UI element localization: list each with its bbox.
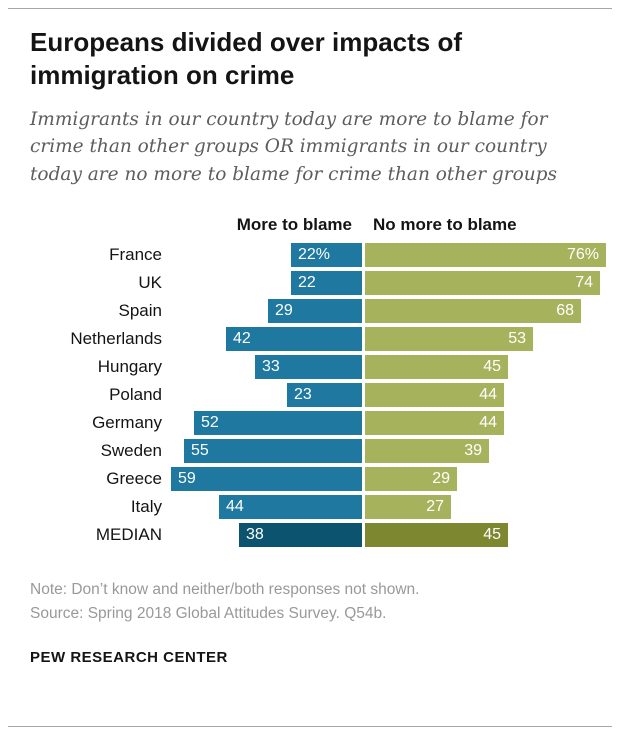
- bar-value-label: 22%: [298, 245, 331, 263]
- bar-value-label: 55: [191, 441, 209, 459]
- chart-row: Poland 23 44: [0, 382, 620, 407]
- country-label: Spain: [118, 300, 162, 320]
- chart-row: MEDIAN 38 45: [0, 522, 620, 547]
- bar-no-more-to-blame: 74: [365, 270, 600, 295]
- country-label: Italy: [130, 496, 162, 516]
- bar-value-label: 33: [262, 357, 280, 375]
- bar-value-label: 52: [201, 413, 219, 431]
- bar-no-more-to-blame: 44: [365, 410, 504, 435]
- bar-value-label: 68: [556, 301, 574, 319]
- bottom-spacer: [0, 666, 620, 726]
- bar-no-more-to-blame: 29: [365, 466, 457, 491]
- bar-value-label: 53: [508, 329, 526, 347]
- bar-value-label: 29: [432, 469, 450, 487]
- bar-more-to-blame: 29: [268, 298, 362, 323]
- country-label: Poland: [109, 384, 162, 404]
- chart-header-row: More to blame No more to blame: [0, 215, 620, 235]
- bar-value-label: 23: [294, 385, 312, 403]
- bottom-divider: [8, 726, 612, 727]
- bar-more-to-blame: 59: [171, 466, 362, 491]
- chart-row: Greece 59 29: [0, 466, 620, 491]
- bar-more-to-blame: 22%: [291, 242, 362, 267]
- chart-row: Sweden 55 39: [0, 438, 620, 463]
- chart-row: UK 22 74: [0, 270, 620, 295]
- bar-value-label: 76%: [566, 245, 599, 263]
- series-header-no-more-to-blame: No more to blame: [373, 214, 517, 234]
- chart-source: Source: Spring 2018 Global Attitudes Sur…: [30, 604, 387, 622]
- chart-row: Netherlands 42 53: [0, 326, 620, 351]
- bar-value-label: 59: [178, 469, 196, 487]
- country-label: Germany: [92, 412, 162, 432]
- chart-note: Note: Don’t know and neither/both respon…: [30, 580, 420, 598]
- chart-row: France 22% 76%: [0, 242, 620, 267]
- bar-no-more-to-blame: 39: [365, 438, 489, 463]
- bar-more-to-blame: 44: [219, 494, 362, 519]
- country-label: MEDIAN: [95, 524, 162, 544]
- country-label: UK: [138, 272, 162, 292]
- country-label: Sweden: [100, 440, 162, 460]
- bar-no-more-to-blame: 27: [365, 494, 451, 519]
- bar-no-more-to-blame: 45: [365, 354, 508, 379]
- country-label: France: [109, 244, 162, 264]
- bar-value-label: 44: [479, 413, 497, 431]
- bar-no-more-to-blame: 53: [365, 326, 533, 351]
- page-title: Europeans divided over impacts of immigr…: [30, 27, 462, 91]
- bar-more-to-blame: 55: [184, 438, 362, 463]
- chart-subtitle: Immigrants in our country today are more…: [30, 108, 557, 186]
- bar-value-label: 29: [275, 301, 293, 319]
- bar-value-label: 44: [226, 497, 244, 515]
- bar-value-label: 45: [483, 357, 501, 375]
- chart-row: Hungary 33 45: [0, 354, 620, 379]
- bar-value-label: 39: [464, 441, 482, 459]
- label-column-spacer: [0, 215, 170, 235]
- bar-more-to-blame: 22: [291, 270, 362, 295]
- chart-row: Spain 29 68: [0, 298, 620, 323]
- chart-rows: France 22% 76% UK 22 74 Spain 29 68 Netherlands 42…: [0, 242, 620, 547]
- bar-value-label: 27: [426, 497, 444, 515]
- bar-no-more-to-blame: 45: [365, 522, 508, 547]
- series-header-more-to-blame: More to blame: [236, 214, 352, 234]
- bar-value-label: 38: [246, 525, 264, 543]
- bar-value-label: 44: [479, 385, 497, 403]
- bar-value-label: 45: [483, 525, 501, 543]
- bar-more-to-blame: 23: [287, 382, 362, 407]
- bar-more-to-blame: 38: [239, 522, 362, 547]
- country-label: Hungary: [97, 356, 162, 376]
- pew-research-center-wordmark: PEW RESEARCH CENTER: [30, 648, 228, 666]
- bar-value-label: 42: [233, 329, 251, 347]
- bar-no-more-to-blame: 68: [365, 298, 581, 323]
- bar-value-label: 22: [298, 273, 316, 291]
- bar-more-to-blame: 52: [194, 410, 362, 435]
- chart-row: Italy 44 27: [0, 494, 620, 519]
- country-label: Netherlands: [70, 328, 162, 348]
- chart-row: Germany 52 44: [0, 410, 620, 435]
- bar-more-to-blame: 42: [226, 326, 362, 351]
- top-divider: [8, 8, 612, 9]
- bar-no-more-to-blame: 44: [365, 382, 504, 407]
- bar-value-label: 74: [575, 273, 593, 291]
- bar-more-to-blame: 33: [255, 354, 362, 379]
- bar-no-more-to-blame: 76%: [365, 242, 606, 267]
- country-label: Greece: [106, 468, 162, 488]
- diverging-bar-chart: More to blame No more to blame France 22%…: [0, 215, 620, 551]
